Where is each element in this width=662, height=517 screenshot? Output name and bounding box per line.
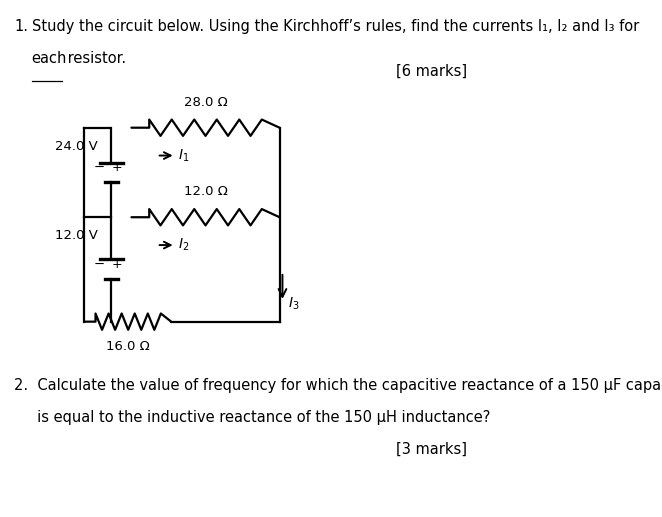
Text: Study the circuit below. Using the Kirchhoff’s rules, find the currents I₁, I₂ a: Study the circuit below. Using the Kirch… [32, 19, 639, 34]
Text: 16.0 Ω: 16.0 Ω [107, 340, 150, 353]
Text: +: + [112, 161, 122, 174]
Text: $I_3$: $I_3$ [288, 296, 300, 312]
Text: [3 marks]: [3 marks] [397, 442, 467, 457]
Text: each: each [32, 51, 67, 66]
Text: 12.0 V: 12.0 V [55, 229, 98, 242]
Text: 28.0 Ω: 28.0 Ω [183, 96, 227, 109]
Text: [6 marks]: [6 marks] [397, 64, 467, 79]
Text: is equal to the inductive reactance of the 150 μH inductance?: is equal to the inductive reactance of t… [15, 410, 491, 425]
Text: resistor.: resistor. [63, 51, 126, 66]
Text: $I_1$: $I_1$ [179, 147, 190, 164]
Text: 24.0 V: 24.0 V [55, 140, 98, 153]
Text: −: − [93, 161, 105, 174]
Text: +: + [112, 258, 122, 271]
Text: 12.0 Ω: 12.0 Ω [183, 185, 228, 199]
Text: 2.  Calculate the value of frequency for which the capacitive reactance of a 150: 2. Calculate the value of frequency for … [15, 378, 662, 393]
Text: 1.: 1. [15, 19, 28, 34]
Text: −: − [93, 258, 105, 271]
Text: $I_2$: $I_2$ [179, 237, 190, 253]
